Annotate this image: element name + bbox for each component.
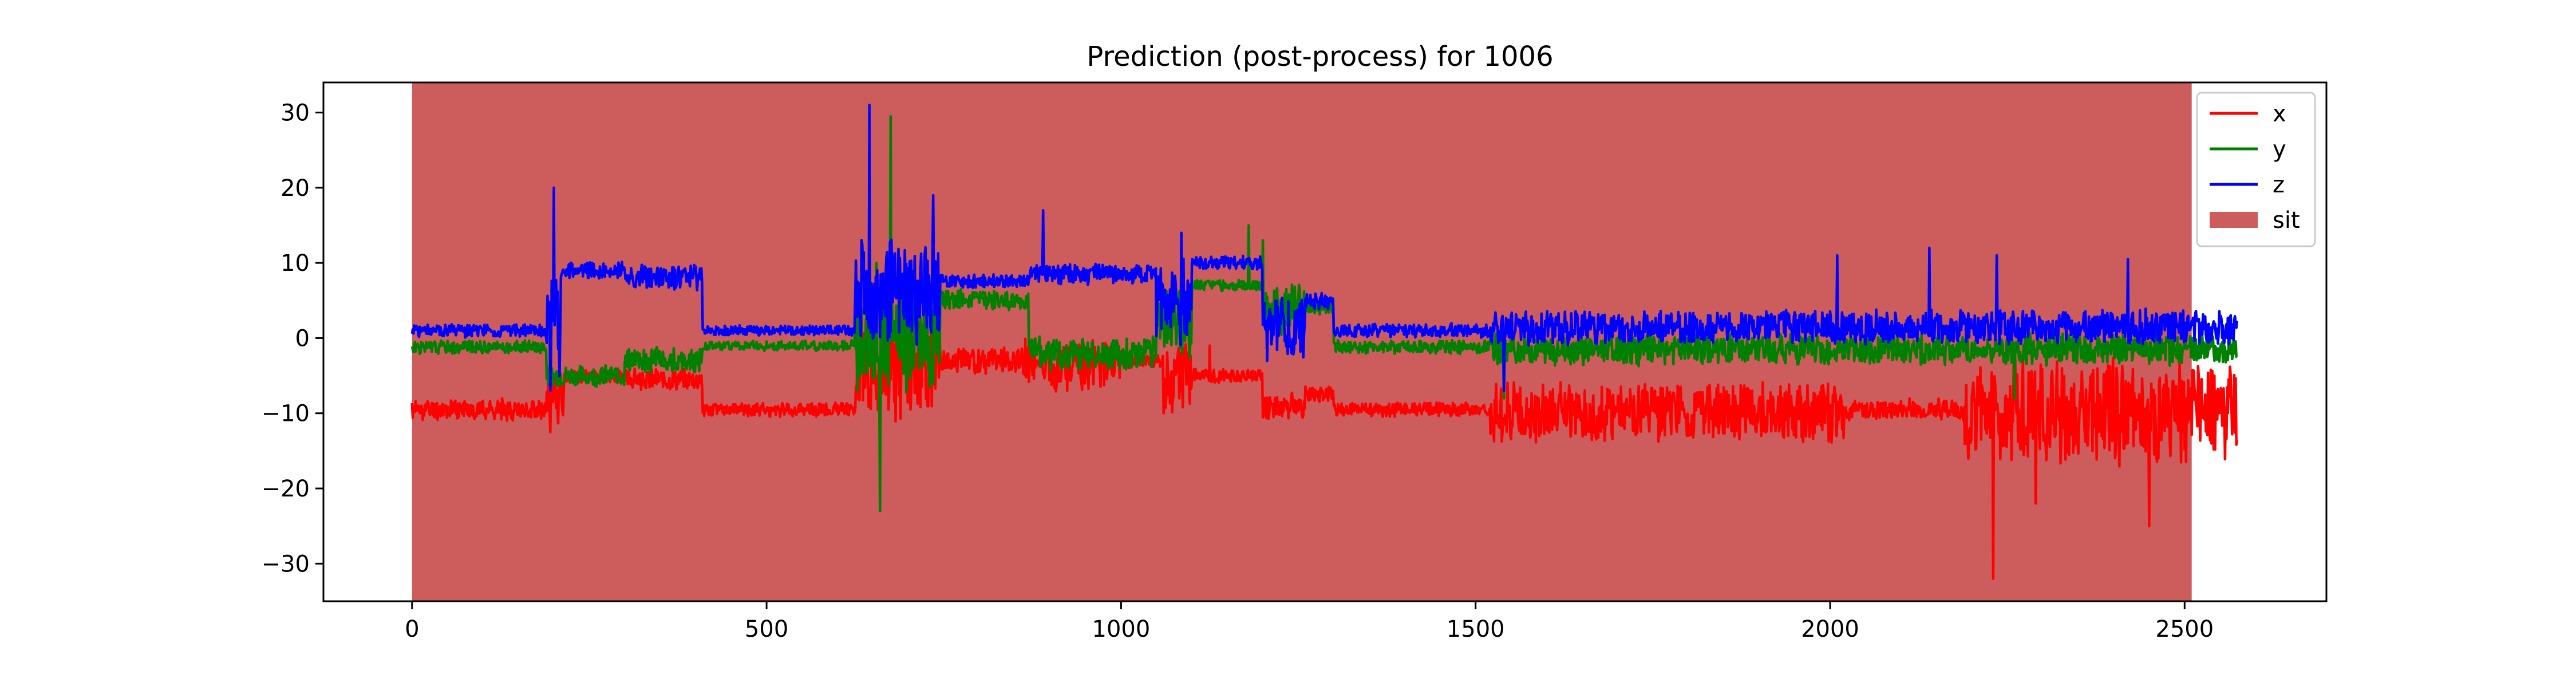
y-tick-label: −30 xyxy=(262,551,310,577)
series-line-x xyxy=(410,284,2239,580)
y-tick-label: 0 xyxy=(295,325,310,352)
x-tick-label: 2500 xyxy=(2155,616,2214,642)
x-tick-label: 1000 xyxy=(1092,616,1151,642)
y-tick-label: 30 xyxy=(280,100,310,127)
chart-title: Prediction (post-process) for 1006 xyxy=(1086,41,1553,73)
x-tick-label: 0 xyxy=(405,616,419,642)
x-tick-label: 2000 xyxy=(1801,616,1859,642)
x-tick-label: 1500 xyxy=(1447,616,1505,642)
y-tick-label: −10 xyxy=(262,401,310,427)
series-line-z xyxy=(410,104,2239,392)
series-group xyxy=(410,104,2239,580)
legend: xyz sit xyxy=(2196,92,2316,247)
y-tick-label: 10 xyxy=(280,250,310,277)
y-tick-label: 20 xyxy=(280,175,310,202)
axes-frame xyxy=(322,81,2328,602)
legend-swatch-sit xyxy=(2210,212,2258,228)
legend-label-x: x xyxy=(2273,101,2286,127)
plot-area xyxy=(410,82,2239,601)
axes: 0 500 1000 1500 2000 2500 −30 −20 −10 0 10 20 30 xyxy=(262,81,2328,642)
legend-label-z: z xyxy=(2273,172,2285,198)
legend-box xyxy=(2196,92,2316,247)
y-tick-label: −20 xyxy=(262,476,310,502)
x-tick-label: 500 xyxy=(745,616,788,642)
legend-label-sit: sit xyxy=(2273,207,2300,234)
legend-label-y: y xyxy=(2273,136,2286,163)
